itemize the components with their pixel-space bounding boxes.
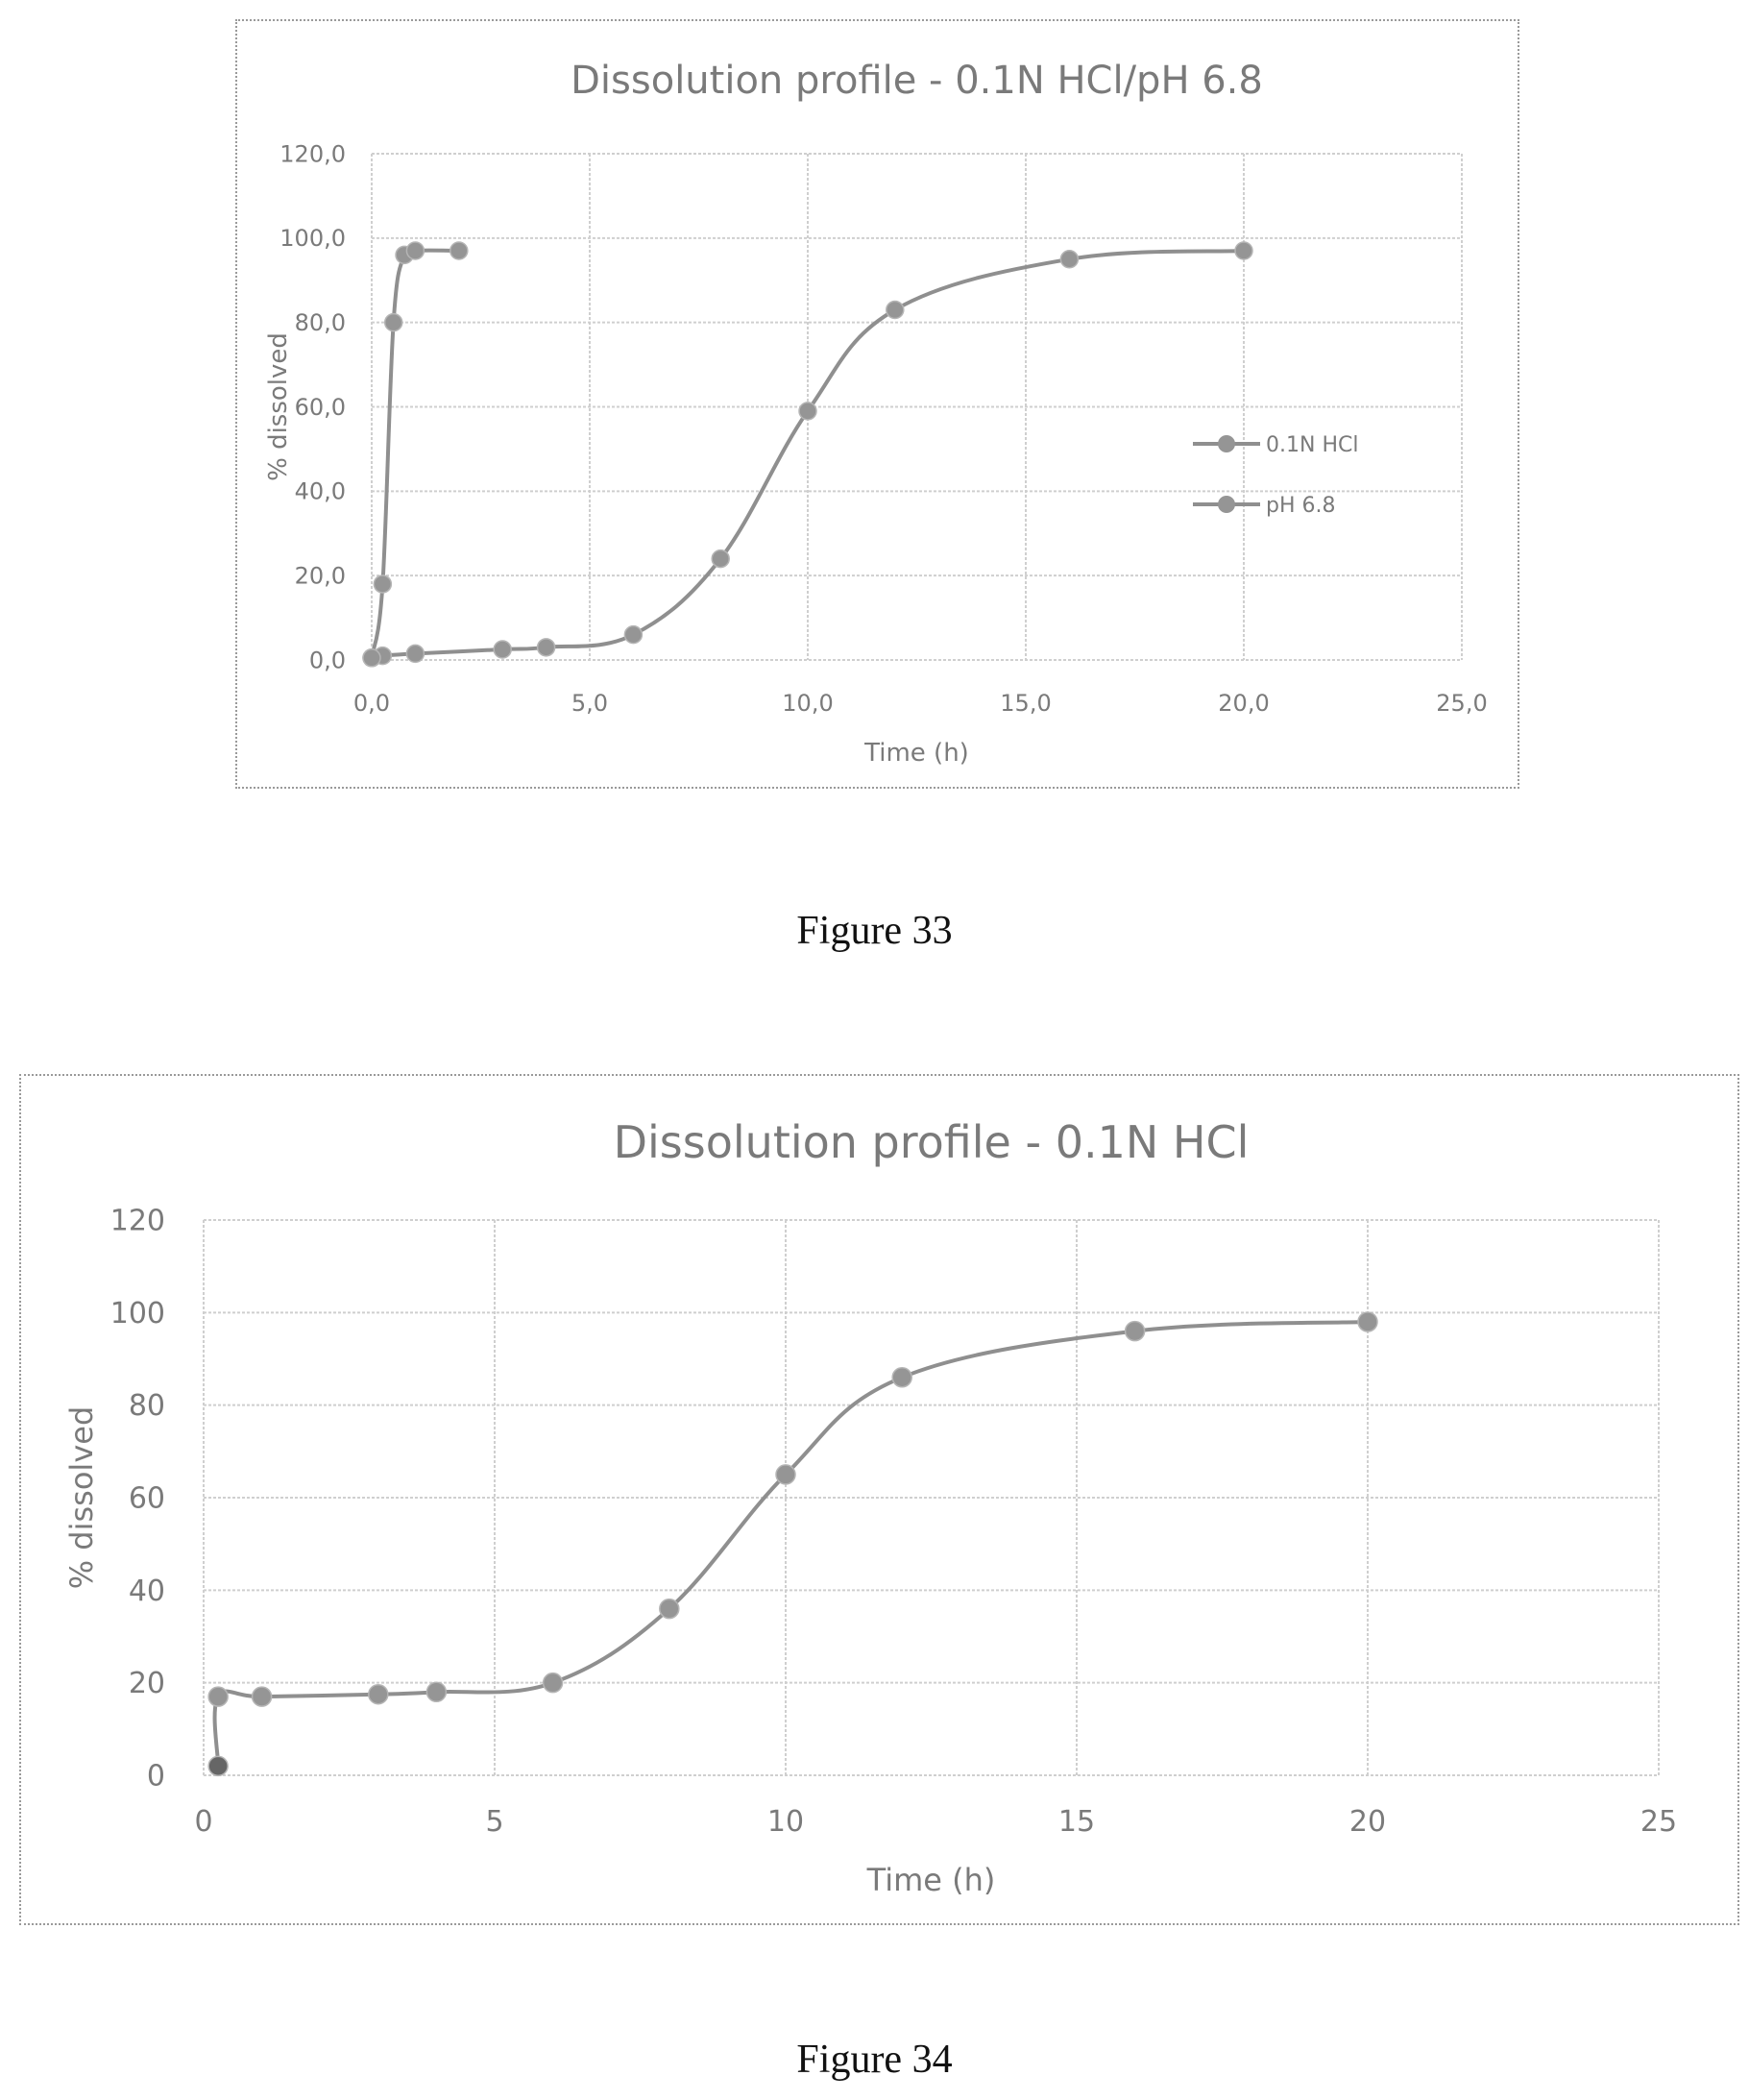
y-tick-label: 100: [110, 1297, 165, 1331]
y-tick-label: 40,0: [295, 478, 346, 505]
legend-label: 0.1N HCl: [1266, 433, 1358, 457]
y-tick-label: 120: [110, 1205, 165, 1238]
y-tick-label: 60: [129, 1482, 165, 1516]
y-tick-label: 80: [129, 1389, 165, 1423]
chart-title: Dissolution profile - 0.1N HCl: [614, 1116, 1250, 1168]
data-point: [1234, 241, 1253, 260]
data-point: [405, 241, 425, 260]
data-point: [207, 1686, 229, 1707]
y-axis-label: % dissolved: [264, 332, 293, 481]
y-tick-label: 100,0: [279, 225, 346, 252]
x-tick-label: 5: [485, 1805, 503, 1839]
legend-marker: [1218, 435, 1235, 452]
data-point: [798, 402, 817, 421]
chart-frame-figure-34: [19, 1074, 1739, 1925]
series-1: [207, 1311, 1378, 1777]
y-tick-label: 0: [147, 1760, 165, 1794]
data-point: [373, 574, 393, 594]
series-2: [362, 241, 469, 668]
data-point: [425, 1681, 448, 1703]
y-tick-label: 60,0: [295, 394, 346, 421]
data-point: [251, 1686, 273, 1707]
chart-1: Dissolution profile - 0.1N HCl/pH 6.8 0,0…: [264, 59, 1488, 768]
y-tick-label: 20,0: [295, 563, 346, 590]
chart-2: Dissolution profile - 0.1N HCl 0 5 10 15 20 25…: [63, 1116, 1677, 1898]
y-tick-label: 20: [129, 1667, 165, 1700]
data-point: [405, 644, 425, 664]
data-point: [449, 241, 469, 260]
data-point: [493, 640, 512, 659]
y-tick-label: 0,0: [309, 647, 346, 673]
x-tick-label: 25: [1640, 1805, 1677, 1839]
y-tick-label: 120,0: [279, 140, 346, 167]
x-axis-label: Time (h): [866, 1862, 996, 1898]
y-axis-label: % dissolved: [63, 1406, 100, 1590]
data-point: [891, 1367, 912, 1388]
data-point: [383, 312, 403, 332]
y-tick-label: 80,0: [295, 309, 346, 336]
data-point: [1059, 250, 1080, 269]
x-tick-label: 10,0: [782, 690, 833, 717]
x-tick-label: 0: [194, 1805, 212, 1839]
data-point: [659, 1598, 680, 1620]
data-point: [775, 1464, 796, 1485]
legend-label: pH 6.8: [1266, 494, 1336, 518]
x-tick-label: 5,0: [571, 690, 608, 717]
data-point: [886, 300, 905, 320]
x-tick-label: 25,0: [1436, 690, 1487, 717]
data-point: [536, 638, 556, 657]
x-tick-label: 0,0: [353, 690, 390, 717]
y-tick-label: 40: [129, 1575, 165, 1608]
x-tick-label: 15,0: [1000, 690, 1051, 717]
data-point: [623, 624, 644, 645]
legend-marker: [1218, 496, 1235, 513]
data-point: [1357, 1311, 1378, 1332]
x-tick-label: 15: [1058, 1805, 1095, 1839]
data-point: [711, 549, 730, 569]
figure-33-caption: Figure 33: [796, 909, 953, 953]
x-tick-label: 20: [1349, 1805, 1386, 1839]
data-point: [1124, 1320, 1146, 1342]
data-point: [368, 1683, 389, 1705]
x-tick-label: 10: [767, 1805, 804, 1839]
chart-title: Dissolution profile - 0.1N HCl/pH 6.8: [571, 59, 1263, 103]
series-line: [212, 1320, 1369, 1767]
x-tick-label: 20,0: [1218, 690, 1269, 717]
x-axis-label: Time (h): [863, 739, 969, 768]
data-point: [207, 1755, 229, 1777]
data-point: [542, 1672, 564, 1694]
data-point: [362, 648, 381, 668]
figure-34-caption: Figure 34: [796, 2038, 953, 2082]
series-line: [370, 246, 459, 659]
